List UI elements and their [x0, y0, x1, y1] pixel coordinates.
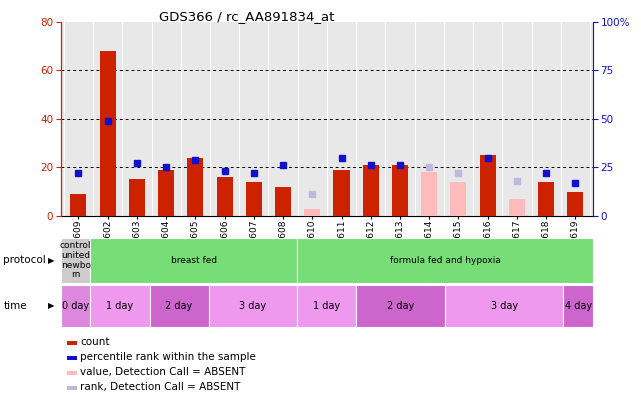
Text: 2 day: 2 day [387, 301, 415, 311]
Bar [99, 51, 116, 216]
Bar [356, 285, 445, 327]
Bar [90, 238, 297, 283]
Bar [563, 285, 593, 327]
Bar [71, 194, 87, 216]
Text: value, Detection Call = ABSENT: value, Detection Call = ABSENT [80, 367, 246, 377]
Bar [538, 182, 554, 216]
Bar [479, 155, 495, 216]
Bar [567, 192, 583, 216]
Text: breast fed: breast fed [171, 256, 217, 265]
Text: 2 day: 2 day [165, 301, 193, 311]
Bar [209, 285, 297, 327]
Text: formula fed and hypoxia: formula fed and hypoxia [390, 256, 501, 265]
Text: 3 day: 3 day [240, 301, 267, 311]
Bar [61, 238, 90, 283]
Bar [451, 182, 467, 216]
Bar [297, 238, 593, 283]
Bar [61, 285, 90, 327]
Bar [90, 285, 149, 327]
Text: 3 day: 3 day [491, 301, 518, 311]
Text: 1 day: 1 day [106, 301, 133, 311]
Bar [392, 165, 408, 216]
Bar [445, 285, 563, 327]
Bar [363, 165, 379, 216]
Text: GDS366 / rc_AA891834_at: GDS366 / rc_AA891834_at [160, 10, 335, 23]
Bar [129, 179, 145, 216]
Bar [149, 285, 209, 327]
Bar [275, 187, 291, 216]
Bar [246, 182, 262, 216]
Text: time: time [3, 301, 27, 311]
Text: 1 day: 1 day [313, 301, 340, 311]
Text: count: count [80, 337, 110, 347]
Bar [217, 177, 233, 216]
Text: control
united
newbo
rn: control united newbo rn [60, 241, 92, 280]
Text: rank, Detection Call = ABSENT: rank, Detection Call = ABSENT [80, 382, 240, 392]
Text: 4 day: 4 day [565, 301, 592, 311]
Text: percentile rank within the sample: percentile rank within the sample [80, 352, 256, 362]
Bar [333, 170, 349, 216]
Text: protocol: protocol [3, 255, 46, 265]
Bar [297, 285, 356, 327]
Bar [421, 172, 437, 216]
Bar [187, 158, 203, 216]
Bar [304, 209, 320, 216]
Bar [158, 170, 174, 216]
Text: 0 day: 0 day [62, 301, 89, 311]
Bar [509, 199, 525, 216]
Text: ▶: ▶ [48, 301, 54, 310]
Text: ▶: ▶ [48, 256, 54, 265]
